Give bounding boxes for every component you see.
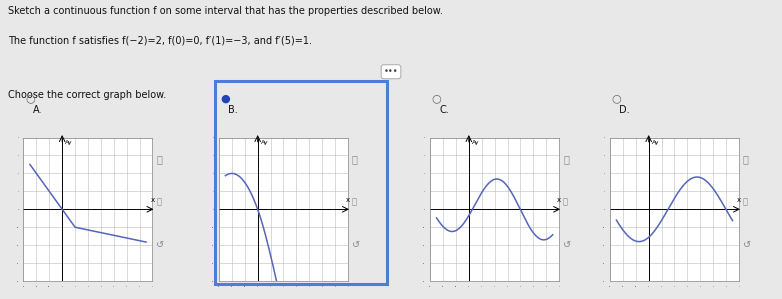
Text: ↺: ↺ [352, 240, 360, 250]
Text: x: x [737, 197, 741, 203]
Text: Sketch a continuous function f on some interval that has the properties describe: Sketch a continuous function f on some i… [8, 6, 443, 16]
Text: ⌕: ⌕ [156, 154, 163, 164]
Text: Ay: Ay [652, 140, 659, 145]
Text: x: x [557, 197, 561, 203]
Text: ○: ○ [612, 94, 621, 104]
Text: The function f satisfies f(−2)=2, f(0)=0, f′(1)=−3, and f′(5)=1.: The function f satisfies f(−2)=2, f(0)=0… [8, 36, 312, 46]
Text: ↺: ↺ [743, 240, 751, 250]
Text: x: x [346, 197, 350, 203]
Text: ⌕: ⌕ [352, 154, 358, 164]
Text: Ay: Ay [261, 140, 268, 145]
Text: ⌕: ⌕ [156, 198, 161, 207]
Text: ○: ○ [25, 94, 34, 104]
Text: Ay: Ay [66, 140, 73, 145]
Text: ↺: ↺ [156, 240, 164, 250]
Text: ⌕: ⌕ [352, 198, 357, 207]
Text: •••: ••• [384, 67, 398, 76]
Text: ○: ○ [432, 94, 441, 104]
Text: ⌕: ⌕ [743, 198, 748, 207]
Text: x: x [150, 197, 155, 203]
Text: Choose the correct graph below.: Choose the correct graph below. [8, 90, 166, 100]
Text: B.: B. [228, 105, 238, 115]
Text: ↺: ↺ [563, 240, 571, 250]
Text: D.: D. [619, 105, 630, 115]
Text: A.: A. [33, 105, 42, 115]
Text: ⌕: ⌕ [563, 198, 568, 207]
Text: ⌕: ⌕ [743, 154, 749, 164]
Text: ⌕: ⌕ [563, 154, 569, 164]
Text: Ay: Ay [472, 140, 479, 145]
Text: ●: ● [221, 94, 230, 104]
Text: C.: C. [439, 105, 449, 115]
